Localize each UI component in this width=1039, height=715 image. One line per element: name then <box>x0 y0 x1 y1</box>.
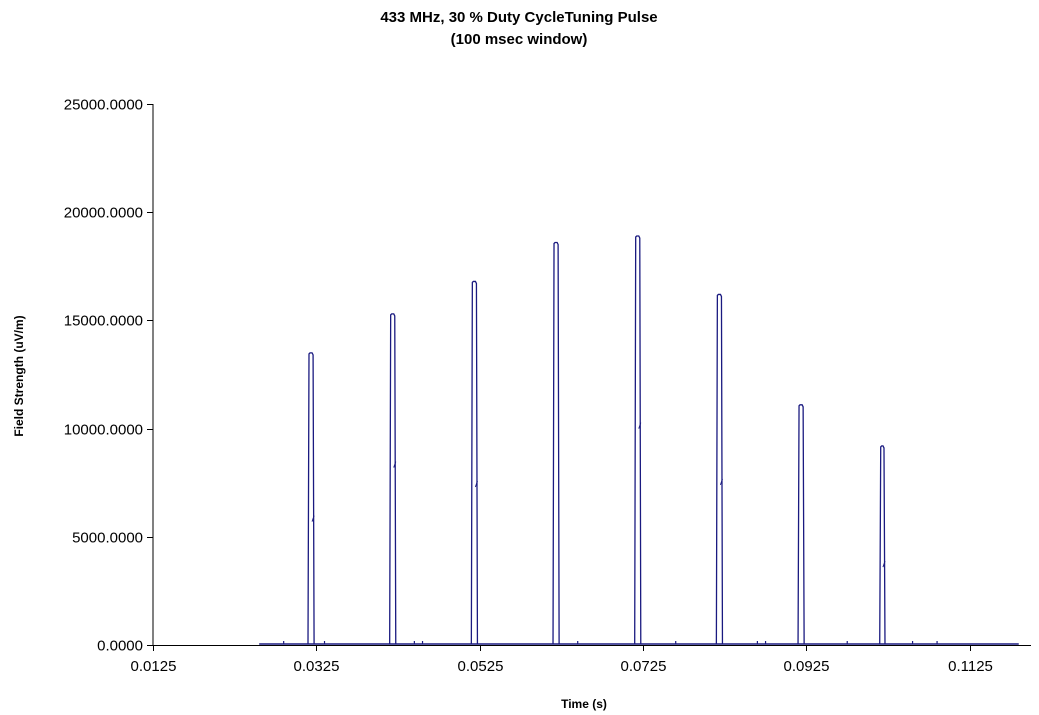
pulse-notch <box>719 478 723 486</box>
pulse <box>715 293 724 645</box>
chart-title-line-1: 433 MHz, 30 % Duty CycleTuning Pulse <box>380 9 657 26</box>
y-tick-label: 20000.0000 <box>64 205 143 222</box>
y-axis: 0.0000 5000.0000 10000.0000 15000.0000 20000… <box>64 97 154 655</box>
pulse <box>634 235 642 645</box>
x-axis-title: Time (s) <box>561 697 607 711</box>
chart-title-line-2: (100 msec window) <box>451 31 588 48</box>
x-tick-label: 0.0125 <box>131 658 177 675</box>
y-tick-label: 15000.0000 <box>64 313 143 330</box>
y-tick-label: 10000.0000 <box>64 422 143 439</box>
pulse <box>879 445 886 645</box>
pulse-notch <box>474 480 478 488</box>
pulse-notch <box>393 461 397 468</box>
y-tick-label: 25000.0000 <box>64 97 143 114</box>
pulse-notch <box>638 422 642 429</box>
y-tick-label: 0.0000 <box>97 638 143 655</box>
pulse <box>389 313 397 645</box>
pulse <box>470 280 479 645</box>
x-tick-label: 0.1125 <box>948 658 993 675</box>
pulse <box>307 352 315 645</box>
x-tick-label: 0.0525 <box>458 658 504 675</box>
pulse-notch <box>311 515 315 522</box>
x-axis: 0.0125 0.0325 0.0525 0.0725 0.0925 0.1125 <box>131 645 1031 675</box>
y-axis-title: Field Strength (uV/m) <box>12 315 26 436</box>
pulse <box>797 404 805 645</box>
pulse-notch <box>882 560 886 568</box>
x-tick-label: 0.0925 <box>784 658 830 675</box>
series-trace <box>259 235 1019 645</box>
x-tick-label: 0.0325 <box>294 658 340 675</box>
x-tick-label: 0.0725 <box>621 658 667 675</box>
y-tick-label: 5000.0000 <box>72 530 143 547</box>
pulse <box>552 241 560 645</box>
